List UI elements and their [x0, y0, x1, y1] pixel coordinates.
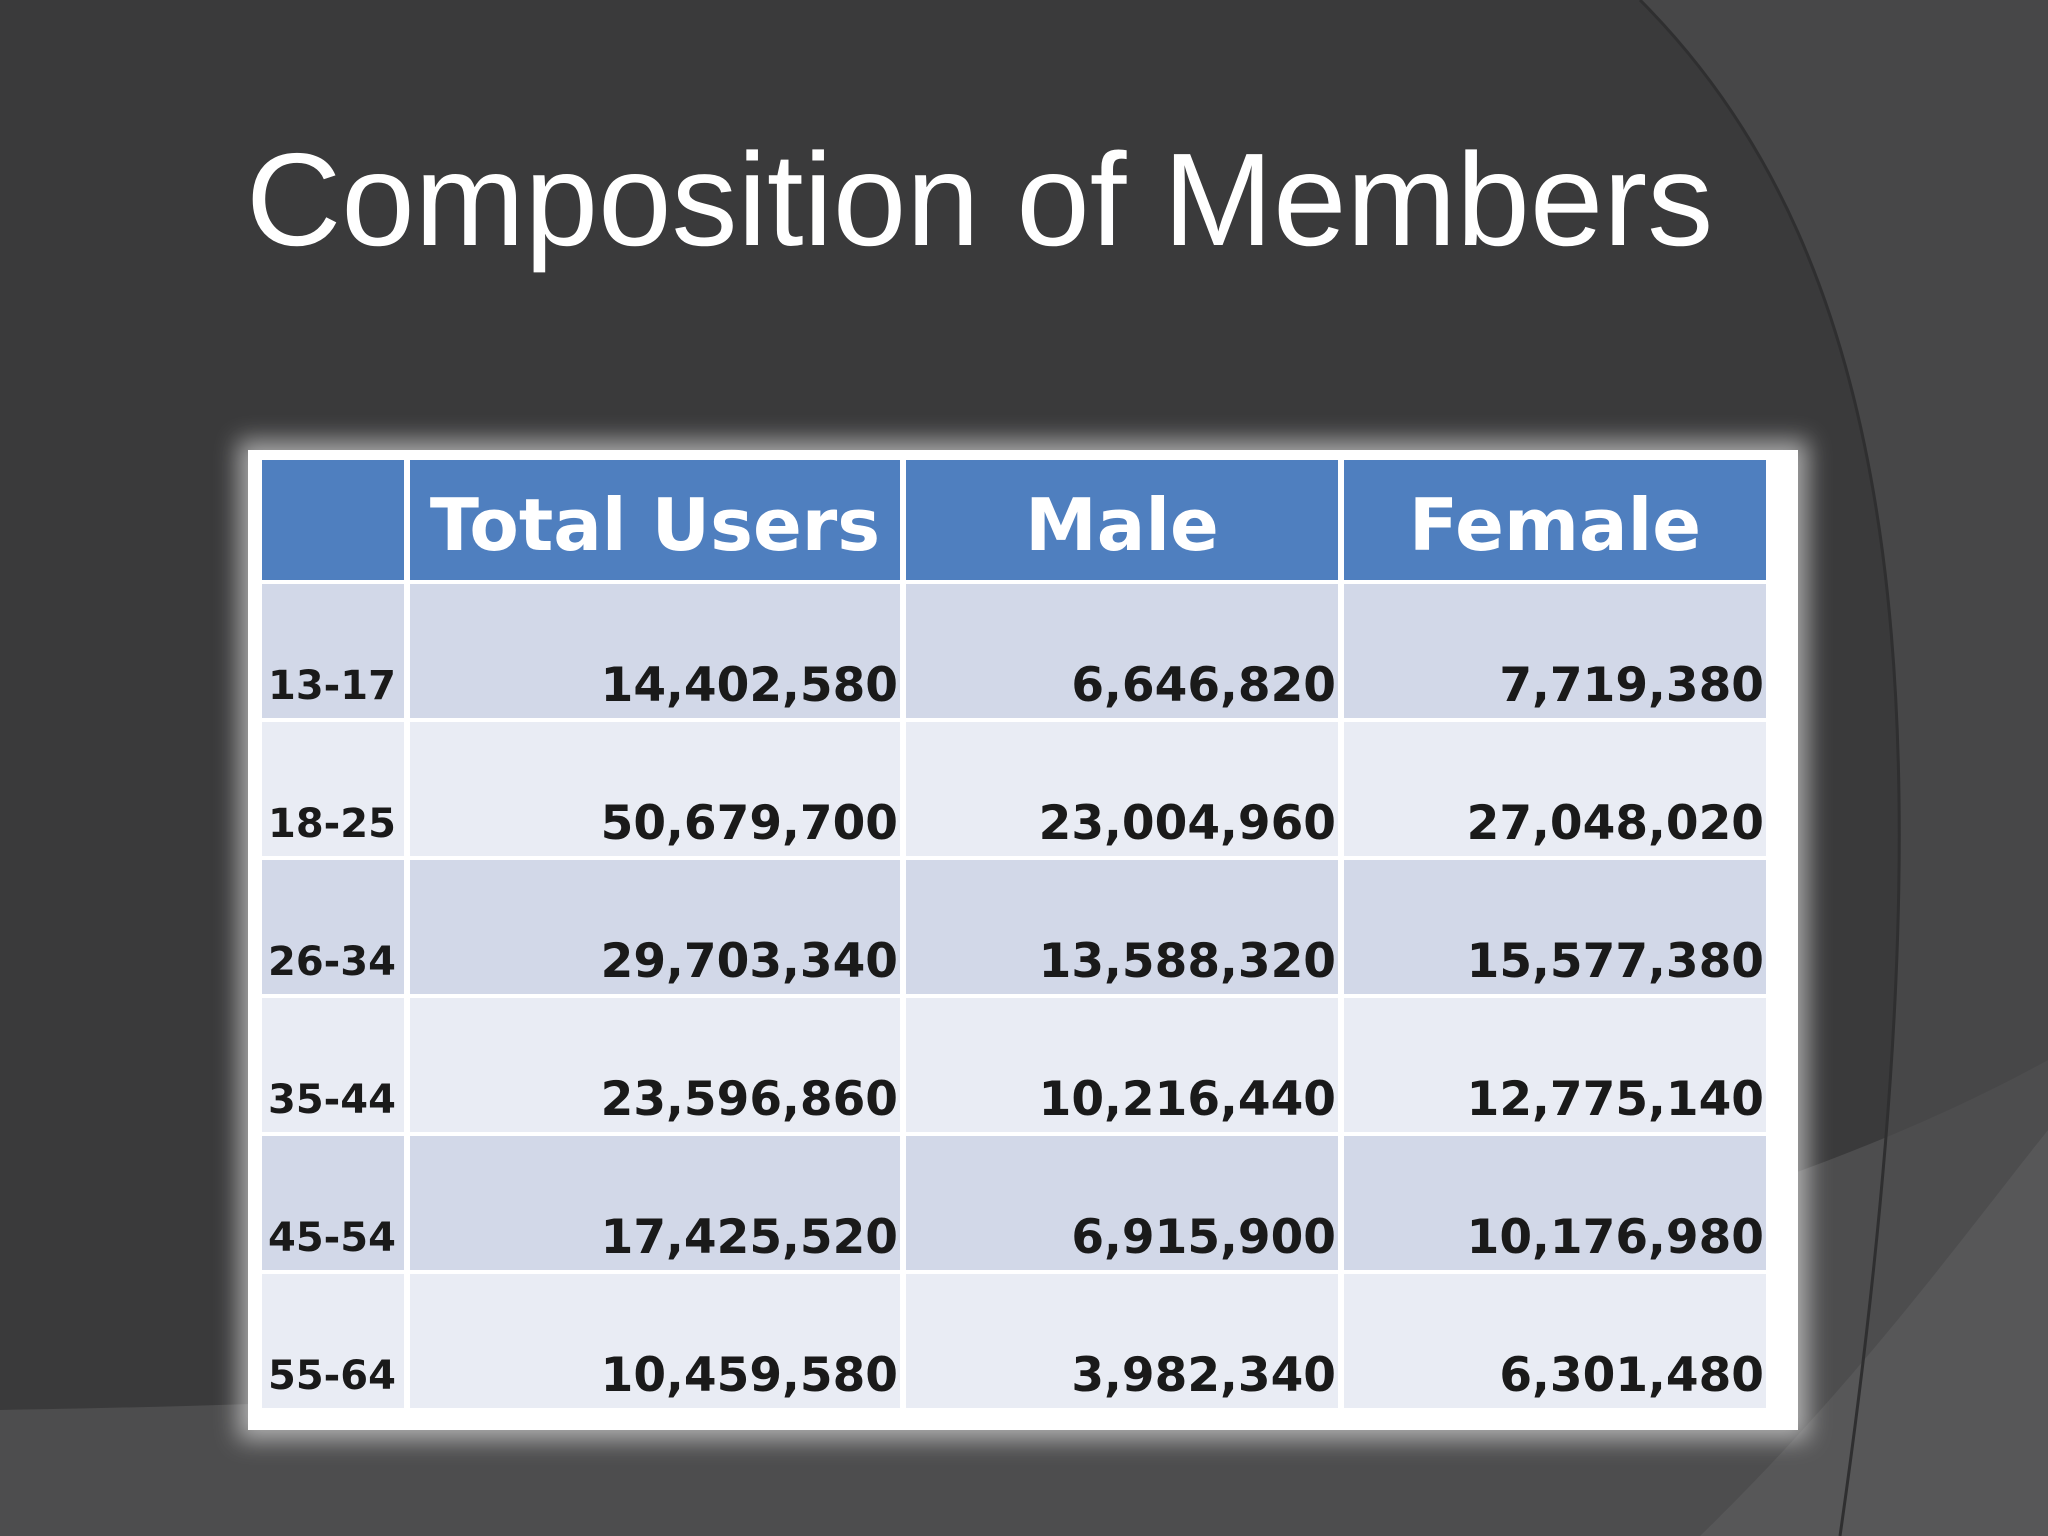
total-users-cell: 29,703,340 [410, 860, 900, 994]
female-cell: 7,719,380 [1344, 584, 1766, 718]
background-arc-line [1638, 0, 1901, 1536]
page-title: Composition of Members [246, 126, 1714, 273]
female-cell: 27,048,020 [1344, 722, 1766, 856]
total-users-cell: 10,459,580 [410, 1274, 900, 1408]
female-cell: 6,301,480 [1344, 1274, 1766, 1408]
age-cell: 35-44 [262, 998, 404, 1132]
table-row: 55-64 10,459,580 3,982,340 6,301,480 [262, 1274, 1766, 1408]
total-users-cell: 14,402,580 [410, 584, 900, 718]
age-cell: 18-25 [262, 722, 404, 856]
male-cell: 6,646,820 [906, 584, 1338, 718]
table-row: 45-54 17,425,520 6,915,900 10,176,980 [262, 1136, 1766, 1270]
age-cell: 13-17 [262, 584, 404, 718]
age-cell: 26-34 [262, 860, 404, 994]
total-users-cell: 50,679,700 [410, 722, 900, 856]
female-cell: 15,577,380 [1344, 860, 1766, 994]
header-total-users: Total Users [410, 460, 900, 580]
header-male: Male [906, 460, 1338, 580]
members-table-frame: Total Users Male Female 13-17 14,402,580… [248, 450, 1798, 1430]
total-users-cell: 23,596,860 [410, 998, 900, 1132]
male-cell: 23,004,960 [906, 722, 1338, 856]
male-cell: 3,982,340 [906, 1274, 1338, 1408]
age-cell: 45-54 [262, 1136, 404, 1270]
header-female: Female [1344, 460, 1766, 580]
age-cell: 55-64 [262, 1274, 404, 1408]
female-cell: 12,775,140 [1344, 998, 1766, 1132]
table-header-row: Total Users Male Female [262, 460, 1766, 580]
female-cell: 10,176,980 [1344, 1136, 1766, 1270]
male-cell: 10,216,440 [906, 998, 1338, 1132]
table-row: 13-17 14,402,580 6,646,820 7,719,380 [262, 584, 1766, 718]
male-cell: 6,915,900 [906, 1136, 1338, 1270]
table-row: 35-44 23,596,860 10,216,440 12,775,140 [262, 998, 1766, 1132]
total-users-cell: 17,425,520 [410, 1136, 900, 1270]
members-table: Total Users Male Female 13-17 14,402,580… [256, 456, 1772, 1412]
male-cell: 13,588,320 [906, 860, 1338, 994]
table-row: 26-34 29,703,340 13,588,320 15,577,380 [262, 860, 1766, 994]
background-arc-corner [1700, 1130, 2048, 1536]
header-age [262, 460, 404, 580]
table-row: 18-25 50,679,700 23,004,960 27,048,020 [262, 722, 1766, 856]
